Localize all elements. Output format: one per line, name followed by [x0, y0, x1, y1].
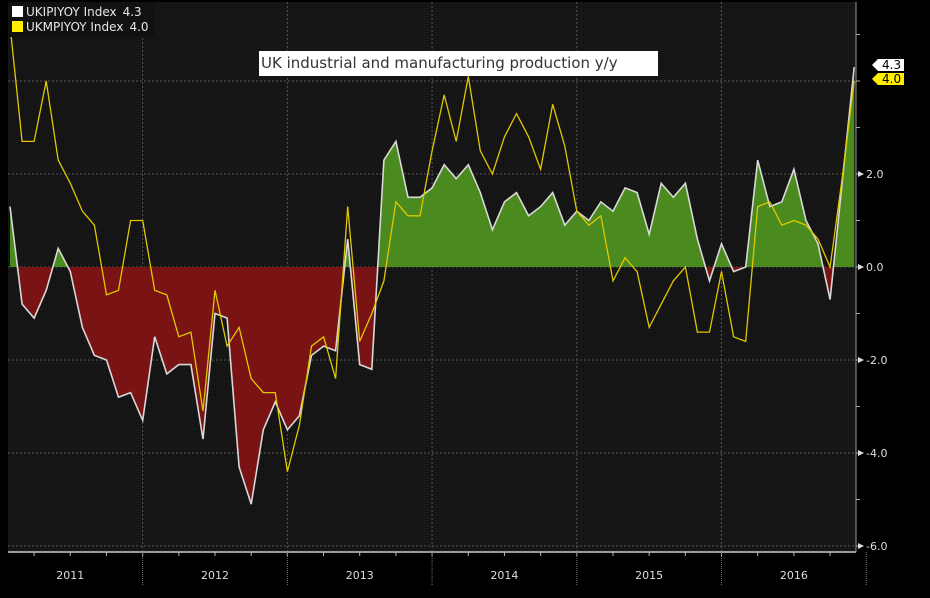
- y-tick-label: 2.0: [866, 168, 884, 181]
- x-tick-label-2013: 2013: [346, 569, 374, 582]
- y-tick-pointer: [858, 450, 864, 456]
- series-lines: [9, 25, 855, 505]
- y-tick-pointer: [858, 171, 864, 177]
- y-tick-label: -6.0: [866, 540, 887, 553]
- x-tick-label-2015: 2015: [635, 569, 663, 582]
- y-tick-label: 0.0: [866, 261, 884, 274]
- series-line-ukmpiyoy: [9, 25, 855, 472]
- series-line-ukipiyoy: [9, 67, 855, 505]
- y-axis-labels: 2.0 0.0 -2.0 -4.0 -6.0: [858, 168, 887, 553]
- y-tick-label: -2.0: [866, 354, 887, 367]
- legend-swatch-ukipiyoy: [12, 6, 23, 17]
- negative-area-fill: [10, 267, 855, 505]
- chart-annotation-title: UK industrial and manufacturing producti…: [259, 51, 658, 76]
- legend-swatch-ukmpiyoy: [12, 21, 23, 32]
- y-tick-pointer: [858, 357, 864, 363]
- last-value-tag-ukmpiyoy: 4.0: [871, 73, 905, 85]
- x-tick-label-2012: 2012: [201, 569, 229, 582]
- legend-item-ukipiyoy[interactable]: UKIPIYOY Index 4.3: [12, 4, 149, 19]
- x-axis-labels: 2011 2012 2013 2014 2015 2016: [56, 569, 808, 582]
- y-tick-pointer: [858, 543, 864, 549]
- y-tick-label: -4.0: [866, 447, 887, 460]
- x-tick-label-2014: 2014: [490, 569, 518, 582]
- area-fills: [10, 67, 855, 505]
- legend-value: 4.3: [122, 4, 142, 19]
- axes: [8, 2, 867, 586]
- y-tick-pointer: [858, 264, 864, 270]
- legend-label: UKMPIYOY Index: [26, 19, 124, 34]
- x-tick-label-2016: 2016: [780, 569, 808, 582]
- legend-value: 4.0: [129, 19, 149, 34]
- last-value-tag-ukipiyoy: 4.3: [871, 59, 905, 71]
- legend-item-ukmpiyoy[interactable]: UKMPIYOY Index 4.0: [12, 19, 149, 34]
- legend-label: UKIPIYOY Index: [26, 4, 117, 19]
- legend: UKIPIYOY Index 4.3 UKMPIYOY Index 4.0: [8, 2, 155, 37]
- x-tick-label-2011: 2011: [56, 569, 84, 582]
- positive-area-fill: [10, 67, 855, 267]
